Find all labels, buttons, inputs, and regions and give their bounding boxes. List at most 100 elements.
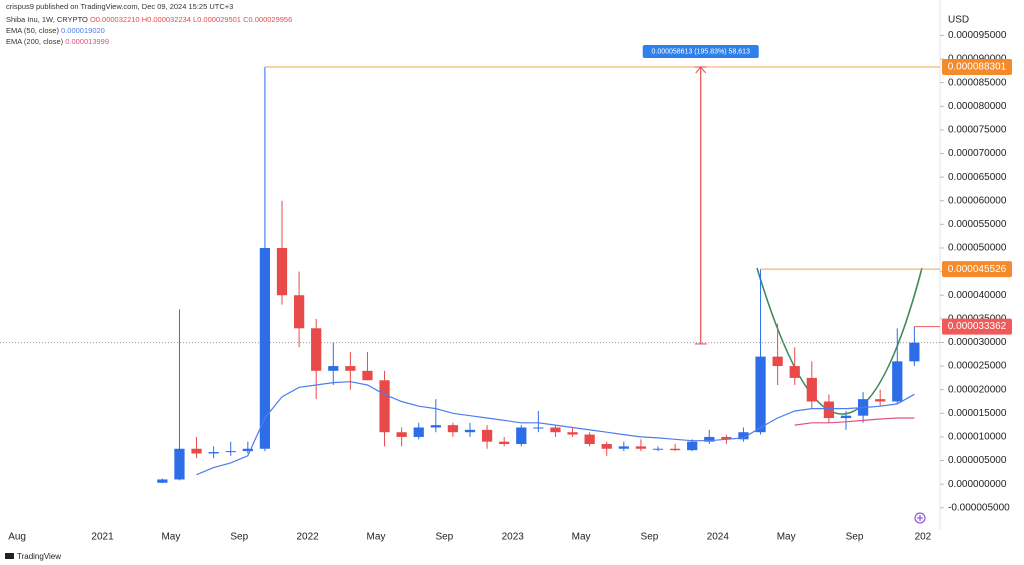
y-tick-label: 0.000000000	[948, 479, 1007, 490]
candle-body	[225, 451, 236, 453]
candle-body	[516, 427, 527, 445]
x-tick-label: Aug	[8, 532, 26, 543]
y-tick-label: 0.000030000	[948, 337, 1007, 348]
candle-body	[652, 448, 664, 450]
price-badge	[942, 59, 1012, 76]
x-tick-label: 2022	[297, 532, 320, 543]
legend-name: EMA (50, close)	[6, 26, 59, 35]
y-tick-label: 0.000075000	[948, 125, 1007, 136]
candle-body	[362, 370, 373, 381]
ohlc-close: C0.000029956	[243, 15, 292, 24]
candle-body	[909, 342, 920, 362]
legend-value: 0.000013999	[65, 37, 109, 46]
candle-body	[430, 425, 441, 428]
candle-body	[191, 448, 202, 454]
candle-body	[892, 361, 903, 402]
y-tick-label: 0.000055000	[948, 219, 1007, 230]
y-tick-label: 0.000025000	[948, 361, 1007, 372]
candle-body	[823, 401, 835, 419]
x-tick-label: 2023	[502, 532, 525, 543]
y-tick-label: 0.000020000	[948, 384, 1007, 395]
y-tick-label: -0.000005000	[948, 502, 1010, 513]
candle-body	[276, 247, 288, 296]
x-tick-label: 202	[915, 532, 932, 543]
candle-body	[806, 377, 817, 402]
candle-body	[687, 441, 698, 451]
candle-body	[157, 479, 168, 483]
x-tick-label: 2024	[707, 532, 730, 543]
legend-ema50: EMA (50, close) 0.000019020	[6, 26, 105, 35]
candle-body	[550, 427, 561, 433]
candle-body	[464, 429, 476, 433]
measure-label: 0.000058613 (195.83%) 58,613	[651, 48, 750, 55]
y-tick-label: 0.000095000	[948, 30, 1007, 41]
legend-name: EMA (200, close)	[6, 37, 64, 46]
measure-box	[642, 45, 759, 59]
x-tick-label: May	[572, 532, 591, 543]
candle-body	[567, 432, 578, 435]
price-badge-label: 0.000033362	[948, 321, 1007, 332]
x-tick-label: May	[367, 532, 386, 543]
ohlc-open: O0.000032210	[90, 15, 140, 24]
candle-body	[413, 427, 424, 437]
currency: USD	[948, 15, 969, 26]
ema-line	[794, 417, 915, 426]
legend-ema200: EMA (200, close) 0.000013999	[6, 37, 109, 46]
candle-body	[875, 399, 886, 402]
candle-body	[293, 295, 305, 329]
ema-line	[196, 381, 915, 476]
ohlc-low: L0.000029501	[193, 15, 241, 24]
candle-body	[174, 448, 185, 480]
y-tick-label: 0.000015000	[948, 408, 1007, 419]
y-tick-label: 0.000080000	[948, 101, 1007, 112]
candle-body	[704, 436, 715, 442]
y-tick-label: 0.000070000	[948, 148, 1007, 159]
candle-body	[447, 425, 459, 433]
plus-icon	[914, 512, 926, 524]
cup-drawing	[756, 267, 923, 415]
x-tick-label: May	[777, 532, 796, 543]
candle-body	[242, 448, 253, 452]
plus-icon-cross	[917, 515, 923, 521]
brand: TradingView	[17, 552, 61, 561]
candle-body	[328, 366, 339, 371]
price-badge	[942, 318, 1012, 335]
candle-body	[738, 432, 749, 440]
y-tick-label: 0.000050000	[948, 243, 1007, 254]
y-tick-label: 0.000005000	[948, 455, 1007, 466]
y-tick-label: 0.000085000	[948, 77, 1007, 88]
candle-body	[755, 356, 766, 433]
price-badge-label: 0.000045526	[948, 264, 1007, 275]
candle-body	[396, 432, 407, 437]
y-tick-label: 0.000040000	[948, 290, 1007, 301]
candle-body	[533, 427, 544, 429]
candle-body	[345, 366, 356, 371]
x-tick-label: Sep	[846, 532, 864, 543]
x-tick-label: 2021	[91, 532, 114, 543]
publisher: crispus9 published on TradingView.com, D…	[6, 2, 233, 11]
x-tick-label: Sep	[435, 532, 453, 543]
candle-body	[584, 434, 595, 445]
symbol-legend: Shiba Inu, 1W, CRYPTO O0.000032210 H0.00…	[6, 15, 292, 24]
candle-body	[789, 366, 800, 378]
x-tick-label: Sep	[230, 532, 248, 543]
y-tick-label: 0.000060000	[948, 195, 1007, 206]
candle-body	[311, 328, 322, 371]
x-tick-label: May	[161, 532, 180, 543]
price-badge-label: 0.000088301	[948, 62, 1007, 73]
candle-body	[379, 380, 390, 433]
x-tick-label: Sep	[641, 532, 659, 543]
candle-body	[499, 441, 510, 445]
price-badge	[942, 261, 1012, 278]
candle-body	[259, 247, 271, 449]
candle-body	[840, 415, 852, 419]
candle-body	[635, 446, 647, 449]
brand-logo	[5, 553, 14, 559]
y-tick-label: 0.000010000	[948, 432, 1007, 443]
candle-body	[481, 429, 493, 442]
symbol: Shiba Inu, 1W, CRYPTO	[6, 15, 88, 24]
candle-body	[208, 452, 219, 454]
ohlc-high: H0.000032234	[142, 15, 191, 24]
